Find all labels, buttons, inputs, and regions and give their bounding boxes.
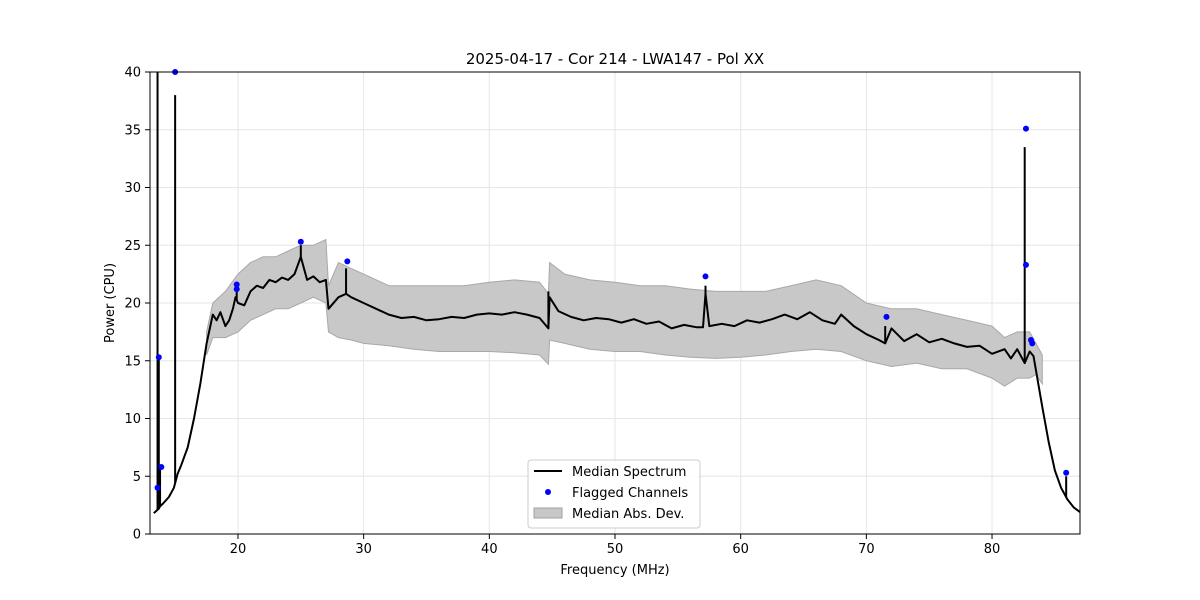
flagged-channel-point (1029, 340, 1036, 347)
rfi-spike-layer (156, 72, 1068, 510)
flagged-channel-point (702, 273, 709, 280)
legend-label-median-spectrum: Median Spectrum (572, 465, 686, 480)
flagged-channel-point (154, 484, 161, 491)
flagged-channel-point (1022, 261, 1029, 268)
x-tick-label: 20 (230, 542, 247, 557)
chart-title: 2025-04-17 - Cor 214 - LWA147 - Pol XX (466, 50, 764, 68)
y-axis-ticks: 0 5 10 15 20 25 30 35 40 (124, 66, 150, 543)
x-tick-label: 80 (984, 542, 1001, 557)
y-tick-label: 15 (124, 354, 141, 369)
y-tick-label: 5 (133, 470, 141, 485)
legend-patch-swatch (533, 507, 563, 519)
flagged-channel-point (1063, 469, 1070, 476)
y-tick-label: 25 (124, 239, 141, 254)
y-axis-label: Power (CPU) (103, 263, 118, 343)
x-axis-label: Frequency (MHz) (560, 563, 669, 578)
flagged-channel-point (883, 313, 890, 320)
y-tick-label: 10 (124, 412, 141, 427)
y-tick-label: 35 (124, 123, 141, 138)
legend-dot-swatch (545, 489, 551, 495)
flagged-channel-point (233, 286, 240, 293)
y-tick-label: 0 (133, 528, 141, 543)
mad-band-layer (206, 238, 1043, 387)
legend: Median Spectrum Flagged Channels Median … (527, 459, 701, 529)
median-abs-dev-band (206, 238, 1043, 387)
x-tick-label: 40 (481, 542, 498, 557)
legend-label-median-abs-dev: Median Abs. Dev. (572, 507, 684, 522)
flagged-channel-point (233, 281, 240, 288)
legend-box (527, 459, 701, 529)
x-tick-label: 30 (355, 542, 372, 557)
flagged-channel-point (1022, 125, 1029, 132)
flagged-channel-point (344, 258, 351, 265)
flagged-channel-point (158, 464, 165, 471)
x-tick-label: 60 (732, 542, 749, 557)
y-tick-label: 40 (124, 66, 141, 81)
legend-label-flagged-channels: Flagged Channels (572, 486, 688, 501)
x-tick-label: 70 (858, 542, 875, 557)
x-axis-ticks: 20 30 40 50 60 70 80 (230, 534, 1001, 557)
x-tick-label: 50 (607, 542, 624, 557)
y-tick-label: 30 (124, 181, 141, 196)
y-tick-label: 20 (124, 297, 141, 312)
flagged-channel-point (155, 354, 162, 361)
flagged-channel-point (297, 238, 304, 245)
